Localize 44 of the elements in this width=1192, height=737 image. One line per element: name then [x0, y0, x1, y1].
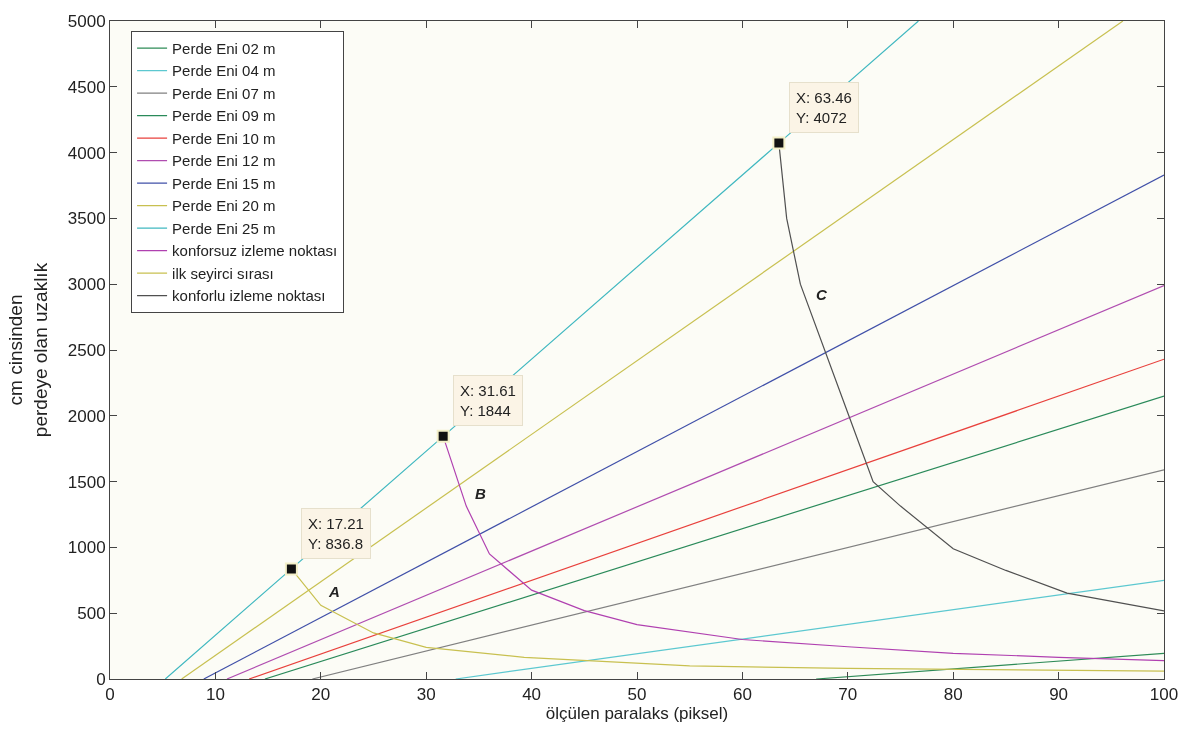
legend-label: konforlu izleme noktası: [172, 287, 326, 305]
x-tick-label: 50: [627, 685, 647, 705]
x-tick-label: 20: [311, 685, 331, 705]
x-tick-label: 10: [205, 685, 225, 705]
x-tick-label: 30: [416, 685, 436, 705]
data-label: X: 63.46 Y: 4072: [796, 89, 852, 126]
legend-label: Perde Eni 15 m: [172, 174, 276, 192]
point: [436, 429, 450, 443]
x-tick-label: 70: [838, 685, 858, 705]
x-tick-label: 100: [1149, 685, 1179, 705]
annotation: C: [816, 286, 828, 303]
point: [284, 562, 298, 576]
legend-label: Perde Eni 20 m: [172, 197, 276, 215]
point: [772, 136, 786, 150]
y-tick-label: 2500: [67, 340, 106, 360]
legend-label: ilk seyirci sırası: [172, 264, 274, 282]
y-tick-label: 5000: [67, 11, 106, 31]
y-tick-label: 3000: [67, 275, 106, 295]
data-label: X: 17.21 Y: 836.8: [308, 515, 364, 552]
x-axis-title: ölçülen paralaks (piksel): [545, 704, 729, 724]
data-label: X: 31.61 Y: 1844: [460, 382, 516, 419]
x-tick-label: 40: [522, 685, 542, 705]
legend-label: Perde Eni 07 m: [172, 84, 276, 102]
y-tick-label: 2000: [67, 406, 106, 426]
legend-label: Perde Eni 09 m: [172, 107, 276, 125]
legend-label: Perde Eni 12 m: [172, 152, 276, 170]
x-tick-label: 80: [943, 685, 963, 705]
y-tick-label: 1000: [67, 538, 106, 558]
annotation: B: [475, 485, 486, 502]
legend-label: Perde Eni 04 m: [172, 62, 276, 80]
annotation: A: [328, 583, 340, 600]
y-axis-title: cm cinsinden perdeye olan uzaklık: [4, 262, 51, 438]
y-tick-label: 1500: [67, 472, 106, 492]
x-tick-label: 90: [1049, 685, 1069, 705]
y-tick-label: 500: [77, 604, 106, 624]
y-tick-label: 3500: [67, 209, 106, 229]
legend-label: Perde Eni 02 m: [172, 39, 276, 57]
legend-label: Perde Eni 25 m: [172, 219, 276, 237]
legend-label: konforsuz izleme noktası: [172, 242, 338, 260]
x-tick-label: 60: [732, 685, 752, 705]
legend-label: Perde Eni 10 m: [172, 129, 276, 147]
y-tick-label: 4000: [67, 143, 106, 163]
y-tick-label: 0: [96, 669, 106, 689]
y-tick-label: 4500: [67, 77, 106, 97]
